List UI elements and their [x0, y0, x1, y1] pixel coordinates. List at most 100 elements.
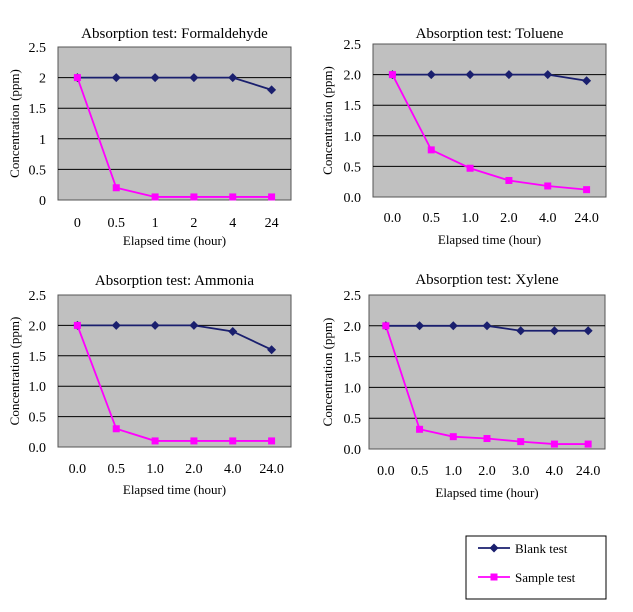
legend-box [465, 535, 607, 600]
x-axis-label: Elapsed time (hour) [435, 485, 538, 500]
chart-2: Absorption test: Toluene 0.0 0.5 1.0 1.5 2.0 2… [320, 26, 607, 247]
y-tick-label: 1.0 [344, 130, 362, 145]
x-axis-label: Elapsed time (hour) [123, 482, 226, 497]
y-tick-label: 2 [39, 72, 46, 87]
x-tick-label: 2.0 [478, 464, 496, 479]
y-tick-label: 0 [39, 194, 46, 209]
x-tick-label: 2 [190, 216, 197, 231]
blank-test-line [77, 324, 272, 351]
plot-area [368, 294, 606, 450]
y-tick-label: 0.5 [29, 411, 47, 426]
sample-test-point [229, 437, 237, 445]
x-tick-label: 4.0 [539, 211, 557, 226]
y-tick-label: 1.5 [344, 99, 362, 114]
chart-title: Absorption test: Xylene [415, 272, 559, 288]
legend-label: Sample test [515, 570, 576, 585]
y-tick-label: 1.5 [29, 102, 47, 117]
blank-test-point [111, 320, 121, 330]
y-tick-label: 2.5 [344, 38, 362, 53]
x-tick-label: 1.0 [146, 462, 164, 477]
sample-test-point [449, 433, 457, 441]
y-tick-label: 0.5 [344, 160, 362, 175]
blank-test-point [516, 326, 526, 336]
x-tick-label: 4.0 [546, 464, 564, 479]
sample-test-point [382, 322, 390, 330]
sample-test-point [416, 425, 424, 433]
blank-test-point [583, 326, 593, 336]
blank-test-point [189, 73, 199, 83]
sample-test-point [517, 438, 525, 446]
y-tick-label: 1.5 [344, 351, 362, 366]
plot-area [372, 43, 607, 198]
x-tick-label: 1.0 [445, 464, 463, 479]
x-tick-label: 4 [229, 216, 236, 231]
legend-diamond-marker [489, 543, 499, 553]
y-tick-label: 0.5 [29, 163, 47, 178]
plot-area [57, 46, 292, 201]
x-tick-label: 1.0 [461, 211, 479, 226]
blank-test-point [415, 321, 425, 331]
blank-test-point [189, 320, 199, 330]
sample-test-point [483, 435, 491, 443]
blank-test-line [77, 76, 272, 91]
y-axis-label: Concentration (ppm) [320, 66, 335, 175]
y-tick-label: 2.5 [29, 41, 47, 56]
blank-test-point [504, 70, 514, 80]
sample-test-point [427, 146, 435, 154]
x-tick-label: 0.5 [411, 464, 429, 479]
sample-test-line [76, 77, 272, 198]
x-axis-label: Elapsed time (hour) [438, 232, 541, 247]
x-tick-label: 0.0 [384, 211, 402, 226]
blank-test-point [543, 70, 553, 80]
x-tick-label: 0.0 [69, 462, 87, 477]
blank-test-point [228, 326, 238, 336]
blank-test-point [267, 85, 277, 95]
x-tick-label: 24 [265, 216, 279, 231]
sample-test-point [151, 437, 159, 445]
y-axis-label: Concentration (ppm) [320, 318, 335, 427]
blank-test-point [482, 321, 492, 331]
x-tick-label: 0.5 [108, 462, 126, 477]
x-tick-label: 24.0 [576, 464, 601, 479]
sample-test-point [583, 186, 591, 194]
sample-test-line [391, 74, 587, 191]
chart-title: Absorption test: Formaldehyde [81, 26, 268, 42]
sample-test-point [112, 184, 120, 192]
y-tick-label: 0.5 [344, 412, 362, 427]
x-tick-label: 0.5 [423, 211, 441, 226]
blank-test-point [150, 73, 160, 83]
y-tick-label: 1 [39, 133, 46, 148]
x-axis-label: Elapsed time (hour) [123, 233, 226, 248]
y-axis-label: Concentration (ppm) [7, 69, 22, 178]
sample-test-point [73, 321, 81, 329]
legend: Blank test Sample test [465, 535, 607, 600]
y-tick-label: 1.0 [344, 381, 362, 396]
sample-test-point [388, 71, 396, 79]
blank-test-point [448, 321, 458, 331]
x-tick-label: 0.5 [108, 216, 126, 231]
blank-test-point [228, 73, 238, 83]
sample-test-point [190, 437, 198, 445]
y-tick-label: 2.5 [29, 289, 47, 304]
y-tick-label: 0.0 [29, 441, 47, 456]
blank-test-point [582, 76, 592, 86]
sample-test-point [550, 440, 558, 448]
chart-1: Absorption test: Formaldehyde 0 0.5 1 1.5 2 2.… [7, 26, 292, 248]
x-tick-label: 2.0 [185, 462, 203, 477]
blank-test-point [111, 73, 121, 83]
y-tick-label: 2.5 [344, 289, 362, 304]
y-tick-label: 1.0 [29, 380, 47, 395]
y-tick-label: 2.0 [344, 69, 362, 84]
sample-test-point [544, 182, 552, 190]
sample-test-point [584, 440, 592, 448]
plot-area [57, 294, 292, 448]
x-tick-label: 0.0 [377, 464, 395, 479]
sample-test-point [505, 176, 513, 184]
sample-test-point [466, 164, 474, 172]
y-tick-label: 2.0 [29, 319, 47, 334]
sample-test-point [229, 193, 237, 201]
blank-test-point [426, 70, 436, 80]
blank-test-point [465, 70, 475, 80]
